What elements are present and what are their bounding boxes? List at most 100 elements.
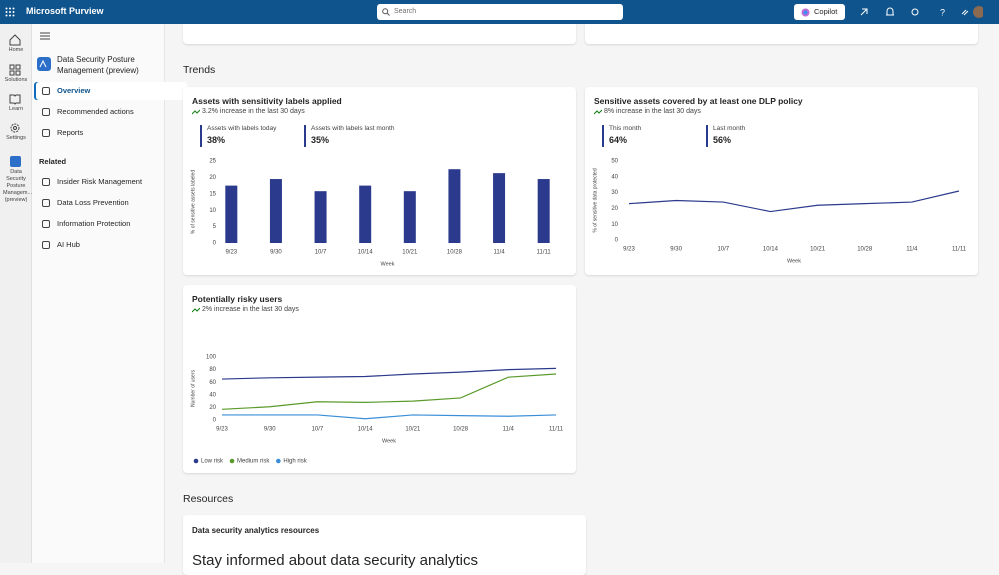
x-tick-label: 10/28 (447, 250, 463, 256)
x-tick-label: 11/11 (549, 427, 564, 433)
nav-panel: Data Security Posture Management (previe… (32, 24, 187, 563)
x-tick-label: 10/28 (857, 247, 873, 253)
nav-item[interactable]: Recommended actions (36, 103, 187, 121)
nav-item[interactable]: Reports (36, 124, 187, 142)
y-tick-label: 25 (209, 159, 216, 165)
chart-subtitle: 8% increase in the last 30 days (594, 108, 701, 115)
collapse-icon[interactable] (40, 32, 50, 40)
legend-label: High risk (283, 459, 307, 465)
search-box[interactable]: Search (377, 4, 623, 20)
app-launcher[interactable] (5, 7, 15, 17)
chart-card: Assets with sensitivity labels applied 3.… (183, 87, 576, 275)
subtitle-text: 3.2% increase in the last 30 days (202, 108, 305, 115)
x-tick-label: 9/30 (264, 427, 276, 433)
rail-item[interactable]: Settings (6, 135, 26, 141)
header-icons[interactable]: ? (858, 6, 983, 18)
legend-label: Low risk (201, 459, 224, 465)
x-tick-label: 9/30 (270, 250, 282, 256)
y-axis-label: % of sensitive data protected (592, 168, 598, 232)
bar (314, 191, 327, 243)
card-stub (183, 24, 576, 44)
stat-value: 64% (609, 135, 628, 145)
legend-swatch (276, 458, 281, 464)
section-title: Resources (183, 493, 234, 505)
bar (359, 185, 372, 243)
nav-section: Related (39, 157, 67, 166)
stat-value: 56% (713, 135, 732, 145)
rail-item[interactable]: Solutions (4, 77, 28, 83)
x-tick-label: 10/21 (402, 250, 418, 256)
app-name: Microsoft Purview (26, 6, 104, 16)
x-tick-label: 9/23 (623, 247, 635, 253)
chart-title: Assets with sensitivity labels applied (192, 96, 342, 106)
y-axis-label: % of sensitive assets labeled (190, 170, 196, 234)
y-tick-label: 20 (209, 175, 216, 181)
x-tick-label: 10/7 (312, 427, 324, 433)
subtitle-text: 2% increase in the last 30 days (202, 306, 299, 313)
nav-item[interactable]: Information Protection (36, 215, 187, 233)
solutions-icon (9, 64, 21, 76)
x-tick-label: 10/7 (717, 247, 729, 253)
y-tick-label: 40 (209, 392, 216, 398)
search-icon (382, 8, 390, 16)
y-tick-label: 15 (209, 191, 216, 197)
chart-card: Potentially risky users 2% increase in th… (183, 285, 576, 473)
chart-subtitle: 2% increase in the last 30 days (192, 306, 299, 313)
copilot-icon (801, 8, 810, 17)
y-tick-label: 60 (209, 380, 216, 386)
x-tick-label: 10/14 (358, 250, 374, 256)
dspm-logo (37, 57, 51, 71)
nav-item[interactable]: Insider Risk Management (36, 173, 187, 191)
x-axis-label: Week (787, 258, 801, 264)
x-tick-label: 11/4 (503, 427, 515, 433)
y-tick-label: 5 (213, 224, 217, 230)
stat-label: Assets with labels today (207, 125, 277, 132)
bar (225, 185, 238, 243)
section-title: Trends (183, 64, 216, 76)
stat-label: Assets with labels last month (311, 125, 395, 132)
rail-item[interactable]: Data Security Posture Managem... (previe… (3, 169, 33, 203)
stat-label: This month (609, 125, 642, 132)
chart-subtitle: 3.2% increase in the last 30 days (192, 108, 305, 115)
legend-label: Medium risk (237, 459, 270, 465)
resource-title: Data security analytics resources (192, 526, 320, 535)
x-axis-label: Week (382, 438, 396, 444)
y-tick-label: 10 (611, 222, 618, 228)
nav-item[interactable]: Overview (36, 82, 187, 100)
stat-value: 35% (311, 135, 330, 145)
copilot-button[interactable]: Copilot (794, 4, 845, 20)
rail-item[interactable]: Home (8, 47, 24, 53)
x-tick-label: 10/21 (405, 427, 421, 433)
chart: 0 20 40 60 80 100 9/23 9/30 10/7 10/14 10/21 10/28 1… (190, 355, 564, 465)
legend-swatch (229, 458, 235, 464)
chart-title: Sensitive assets covered by at least one… (594, 96, 803, 106)
chart: 0 10 20 30 40 50 9/23 9/30 10/7 10/14 10/21 10/28 11… (592, 159, 966, 265)
x-tick-label: 11/4 (906, 247, 918, 253)
x-tick-label: 11/4 (493, 250, 505, 256)
x-tick-label: 10/14 (358, 427, 374, 433)
bar (537, 179, 550, 243)
stat-value: 38% (207, 135, 226, 145)
bar (403, 191, 416, 243)
bar (448, 169, 461, 243)
stat: Assets with labels last month 35% (304, 125, 394, 147)
rail-item[interactable]: Learn (8, 106, 24, 112)
resource-card: Data security analytics resources Stay i… (183, 515, 586, 575)
line-series (628, 190, 960, 213)
y-tick-label: 0 (213, 241, 217, 247)
x-tick-label: 10/14 (763, 247, 779, 253)
x-tick-label: 9/23 (225, 250, 237, 256)
resource-heading: Stay informed about data security analyt… (192, 552, 478, 569)
nav-item[interactable]: Data Loss Prevention (36, 194, 187, 212)
y-tick-label: 0 (615, 238, 619, 244)
x-tick-label: 10/7 (315, 250, 327, 256)
chart: 0 5 10 15 20 25 9/23 9/30 10/7 10/14 10/21 10/28 11/… (190, 159, 551, 268)
y-tick-label: 100 (206, 355, 217, 361)
y-tick-label: 40 (611, 174, 618, 180)
search-placeholder: Search (394, 8, 417, 15)
home-icon (9, 34, 21, 46)
y-tick-label: 10 (209, 208, 216, 214)
card-stub (585, 24, 978, 44)
nav-item[interactable]: AI Hub (36, 236, 187, 254)
y-tick-label: 20 (611, 206, 618, 212)
